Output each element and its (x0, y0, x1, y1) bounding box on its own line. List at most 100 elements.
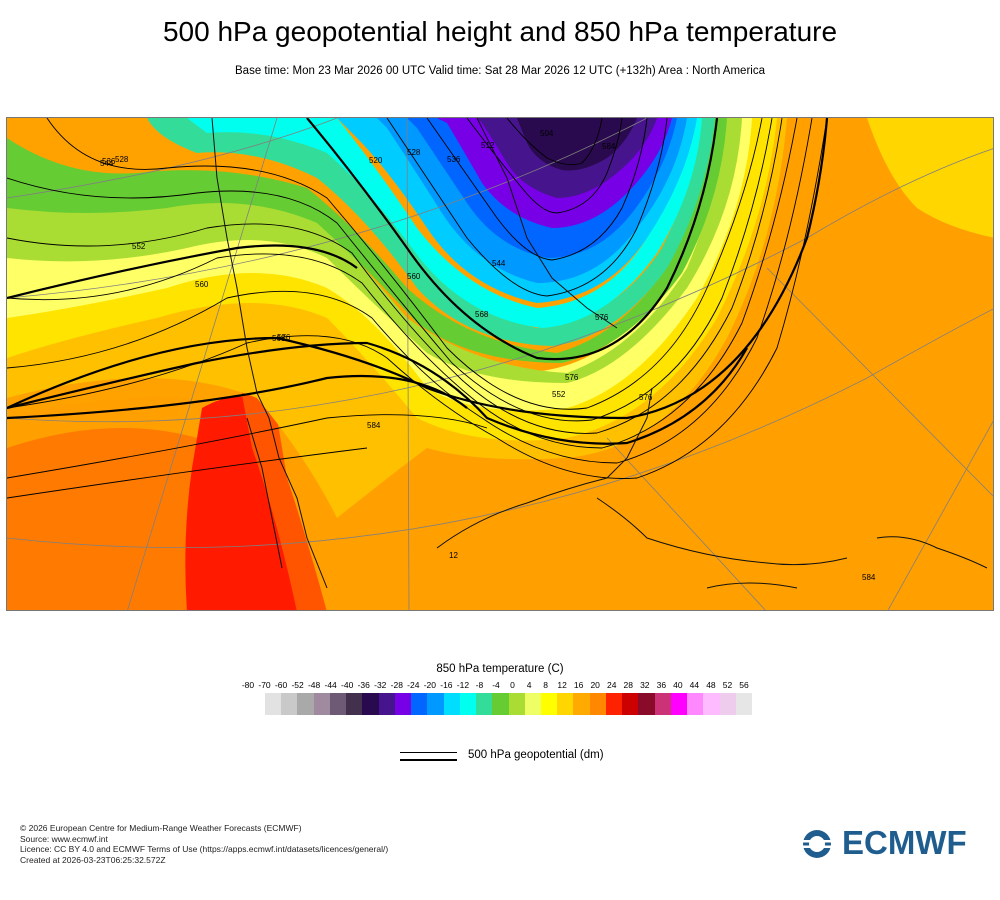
legend-color-swatch (557, 693, 574, 715)
weather-map: 528 536 544 552 560 568 576 584 552 576 … (6, 117, 994, 611)
legend-tick-label: -48 (307, 680, 321, 690)
legend-tick-label: -44 (324, 680, 337, 690)
legend-color-swatch (443, 693, 460, 715)
legend-tick-label: -60 (274, 680, 288, 690)
legend-color-swatch (378, 693, 395, 715)
legend-color-swatch (654, 693, 671, 715)
chart-title: 500 hPa geopotential height and 850 hPa … (162, 16, 838, 47)
legend-color-swatch (313, 693, 330, 715)
legend-color-swatch (687, 693, 704, 715)
contour-label: 584 (862, 573, 876, 582)
contour-label: 568 (475, 310, 489, 319)
footer-line: Created at 2026-03-23T06:25:32.572Z (20, 854, 166, 865)
legend-color-swatch (362, 693, 379, 715)
legend-color-swatch (524, 693, 541, 715)
legend-color-swatch (573, 693, 590, 715)
contour-label: 528 (407, 148, 421, 157)
graticule (7, 118, 993, 610)
footer-line: Licence: CC BY 4.0 and ECMWF Terms of Us… (20, 844, 389, 854)
contour-label: 568 (272, 334, 286, 343)
ecmwf-logo: ECMWF (795, 824, 985, 862)
footer-line: © 2026 European Centre for Medium-Range … (20, 823, 302, 833)
footer-credits: © 2026 European Centre for Medium-Range … (20, 823, 388, 865)
legend-color-swatch (719, 693, 736, 715)
contour-labels: 528 536 544 552 560 568 576 584 552 576 … (100, 129, 876, 582)
legend-color-swatch (346, 693, 363, 715)
legend-tick-label: 12 (557, 680, 567, 690)
footer-line: Source: www.ecmwf.int (20, 833, 108, 844)
temperature-legend-ticks: -80 -70 -60 -52 -48 -44 -40 -36 -32 -28 -24 -20 -16-… (240, 680, 760, 694)
chart-subtitle: Base time: Mon 23 Mar 2026 00 UTC Valid … (235, 65, 765, 77)
legend-color-swatch (411, 693, 428, 715)
temperature-legend-title: 850 hPa temperature (C) (436, 663, 564, 675)
legend-color-swatch (540, 693, 558, 715)
legend-tick-label: -40 (341, 680, 354, 690)
legend-tick-label: 16 (573, 680, 584, 690)
legend-color-swatch (459, 693, 477, 715)
legend-color-swatch (605, 693, 623, 715)
geopotential-legend-label: 500 hPa geopotential (dm) (468, 749, 604, 761)
legend-tick-label: -12 (456, 680, 470, 690)
legend-color-swatch (622, 693, 639, 715)
legend-color-swatch (476, 693, 493, 715)
map-canvas: 528 536 544 552 560 568 576 584 552 576 … (7, 118, 993, 610)
legend-tick-label: -4 (492, 680, 500, 690)
legend-tick-label: 0 (510, 680, 515, 690)
legend-tick-label: -36 (357, 680, 370, 690)
geopotential-contours (7, 118, 829, 499)
geopotential-line-sample (400, 750, 457, 762)
legend-tick-label: -28 (390, 680, 403, 690)
contour-label: 512 (481, 141, 495, 150)
legend-tick-label: 36 (656, 680, 667, 690)
geopotential-legend: 500 hPa geopotential (dm) (400, 748, 660, 766)
contour-label: 520 (369, 156, 383, 165)
legend-color-swatch (492, 693, 509, 715)
legend-tick-label: 20 (590, 680, 600, 690)
legend-color-swatch (735, 693, 753, 715)
legend-tick-label: -52 (291, 680, 304, 690)
temperature-colorbar (265, 693, 753, 715)
legend-tick-label: 24 (606, 680, 617, 690)
legend-color-swatch (638, 693, 655, 715)
contour-label: 584 (602, 142, 616, 151)
legend-color-swatch (670, 693, 688, 715)
legend-tick-label: -24 (407, 680, 420, 690)
contour-label: 504 (540, 129, 554, 138)
legend-tick-label: 40 (673, 680, 683, 690)
ecmwf-logo-text: ECMWF (842, 824, 967, 861)
legend-tick-label: 56 (739, 680, 749, 690)
legend-tick-label: 28 (623, 680, 633, 690)
contour-label: 576 (639, 393, 653, 402)
contour-label: 528 (115, 155, 129, 164)
contour-label: 584 (367, 421, 381, 430)
legend-tick-label: 44 (689, 680, 700, 690)
legend-tick-label: 8 (543, 680, 548, 690)
legend-color-swatch (297, 693, 314, 715)
contour-label: 552 (552, 390, 566, 399)
contour-label: 576 (565, 373, 579, 382)
legend-tick-label: -32 (374, 680, 387, 690)
legend-color-swatch (281, 693, 298, 715)
contour-label: 552 (132, 242, 146, 251)
contour-label: 576 (595, 313, 609, 322)
legend-tick-label: 32 (640, 680, 650, 690)
legend-color-swatch (394, 693, 412, 715)
legend-color-swatch (589, 693, 606, 715)
legend-color-swatch (703, 693, 720, 715)
contour-label: 544 (100, 159, 114, 168)
legend-tick-label: 48 (706, 680, 716, 690)
legend-color-swatch (329, 693, 347, 715)
contour-label: 576 (277, 333, 291, 342)
legend-color-swatch (508, 693, 525, 715)
legend-tick-label: -20 (423, 680, 436, 690)
contour-label: 536 (102, 157, 116, 166)
contour-label: 560 (195, 280, 209, 289)
legend-color-swatch (265, 693, 282, 715)
legend-tick-label: -8 (475, 680, 484, 690)
legend-tick-label: 52 (722, 680, 733, 690)
contour-label: 544 (492, 259, 506, 268)
ecmwf-logo-icon (801, 830, 833, 858)
legend-tick-label: -80 (241, 680, 255, 690)
contour-label: 536 (447, 155, 461, 164)
contour-label: 560 (407, 272, 421, 281)
